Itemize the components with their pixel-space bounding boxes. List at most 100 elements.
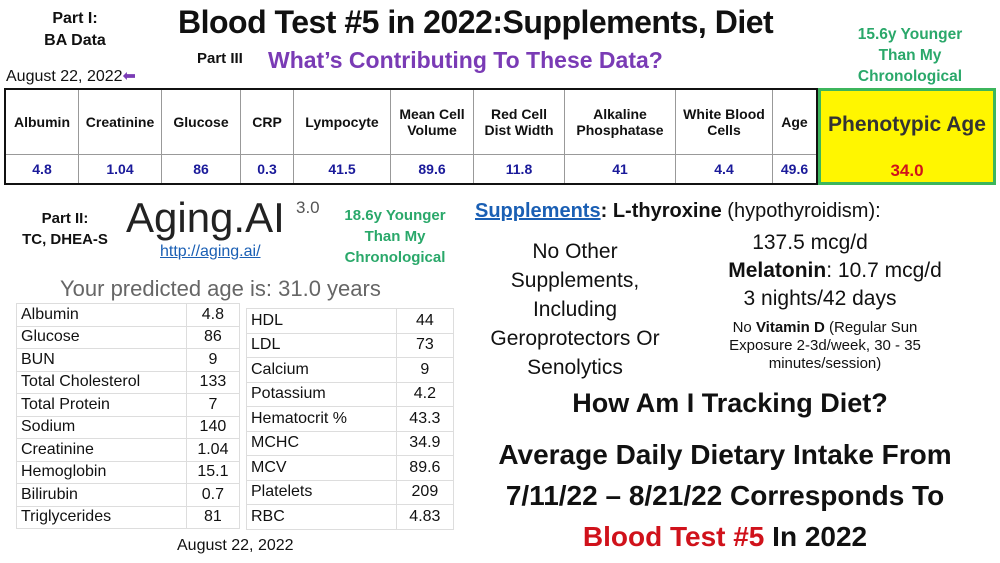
diet-tail: In 2022 bbox=[764, 521, 868, 552]
marker-row: BUN 9 bbox=[16, 348, 241, 372]
ba-value: 89.6 bbox=[390, 153, 474, 185]
marker-value: 1.04 bbox=[185, 438, 241, 462]
younger-top: 15.6y Younger Than My Chronological bbox=[840, 24, 980, 87]
younger-top-2: Than My bbox=[878, 47, 942, 64]
ba-value: 4.4 bbox=[675, 153, 773, 185]
ba-table: Albumin Creatinine Glucose CRP Lympocyte… bbox=[4, 88, 818, 185]
marker-name: Hematocrit % bbox=[246, 406, 397, 432]
ba-header: Lympocyte bbox=[293, 88, 391, 155]
vitd-pre: No bbox=[732, 319, 756, 336]
aging-right-table: HDL 44 LDL 73 Calcium 9 Potassium 4.2 Hematocrit… bbox=[246, 308, 455, 530]
aging-ai-version: 3.0 bbox=[296, 198, 320, 217]
supplements-colon: : bbox=[600, 200, 608, 222]
no-other-2: Supplements, bbox=[510, 269, 640, 292]
marker-value: 0.7 bbox=[185, 483, 241, 507]
marker-name: Total Cholesterol bbox=[16, 370, 187, 394]
part1-line2: BA Data bbox=[44, 32, 106, 49]
younger-ai-3: Chronological bbox=[344, 249, 446, 266]
ba-value: 4.8 bbox=[4, 153, 79, 185]
marker-name: Platelets bbox=[246, 479, 397, 505]
marker-value: 89.6 bbox=[395, 455, 455, 481]
marker-name: Triglycerides bbox=[16, 505, 187, 529]
aging-left-table: Albumin 4.8 Glucose 86 BUN 9 Total Cholesterol… bbox=[16, 303, 241, 529]
marker-row: Triglycerides 81 bbox=[16, 505, 241, 529]
thyroxine-note: (hypothyroidism): bbox=[727, 200, 881, 222]
marker-row: MCHC 34.9 bbox=[246, 430, 455, 456]
diet-line3: Blood Test #5 In 2022 bbox=[450, 516, 1000, 557]
marker-value: 7 bbox=[185, 393, 241, 417]
marker-row: Albumin 4.8 bbox=[16, 303, 241, 327]
marker-value: 81 bbox=[185, 505, 241, 529]
marker-name: HDL bbox=[246, 308, 397, 334]
aging-date: August 22, 2022 bbox=[177, 537, 294, 554]
marker-row: Total Protein 7 bbox=[16, 393, 241, 417]
marker-value: 209 bbox=[395, 479, 455, 505]
vitamin-d-line: No Vitamin D (Regular Sun Exposure 2-3d/… bbox=[705, 319, 945, 373]
ba-header: Mean Cell Volume bbox=[390, 88, 474, 155]
marker-name: Creatinine bbox=[16, 438, 187, 462]
diet-line1: Average Daily Dietary Intake From bbox=[498, 439, 952, 470]
marker-row: RBC 4.83 bbox=[246, 504, 455, 530]
marker-row: Calcium 9 bbox=[246, 357, 455, 383]
marker-name: MCV bbox=[246, 455, 397, 481]
younger-ai: 18.6y Younger Than My Chronological bbox=[330, 205, 460, 268]
younger-ai-2: Than My bbox=[364, 228, 426, 245]
marker-value: 34.9 bbox=[395, 430, 455, 456]
marker-value: 73 bbox=[395, 332, 455, 358]
marker-row: Total Cholesterol 133 bbox=[16, 370, 241, 394]
vitd-note: (Regular Sun Exposure 2-3d/week, 30 - 35… bbox=[729, 319, 921, 372]
marker-row: LDL 73 bbox=[246, 332, 455, 358]
phenotypic-age-value: 34.0 bbox=[890, 161, 924, 180]
date-top: August 22, 2022⬅ bbox=[6, 66, 136, 86]
marker-name: Sodium bbox=[16, 415, 187, 439]
ba-header: CRP bbox=[240, 88, 294, 155]
no-other-5: Senolytics bbox=[527, 356, 623, 379]
marker-name: Bilirubin bbox=[16, 483, 187, 507]
ba-header: Age bbox=[772, 88, 818, 155]
ba-value: 49.6 bbox=[772, 153, 818, 185]
ba-header-row: Albumin Creatinine Glucose CRP Lympocyte… bbox=[4, 88, 818, 155]
marker-value: 15.1 bbox=[185, 460, 241, 484]
ba-value: 41.5 bbox=[293, 153, 391, 185]
marker-name: RBC bbox=[246, 504, 397, 530]
thyroxine: L-thyroxine bbox=[612, 200, 722, 222]
no-other-supplements: No Other Supplements, Including Geroprotect… bbox=[470, 237, 680, 382]
marker-name: Total Protein bbox=[16, 393, 187, 417]
melatonin-line: Melatonin: 10.7 mcg/d bbox=[690, 259, 980, 283]
part3-label: Part III bbox=[197, 50, 243, 67]
phenotypic-age-box: Phenotypic Age 34.0 bbox=[818, 88, 996, 185]
marker-value: 9 bbox=[185, 348, 241, 372]
ba-header: White Blood Cells bbox=[675, 88, 773, 155]
no-other-1: No Other bbox=[532, 240, 618, 263]
marker-row: Bilirubin 0.7 bbox=[16, 483, 241, 507]
predicted-age: Your predicted age is: 31.0 years bbox=[60, 276, 381, 301]
marker-value: 4.8 bbox=[185, 303, 241, 327]
melatonin-freq: 3 nights/42 days bbox=[743, 287, 897, 310]
ba-value: 1.04 bbox=[78, 153, 162, 185]
marker-value: 86 bbox=[185, 325, 241, 349]
marker-value: 4.83 bbox=[395, 504, 455, 530]
ba-value: 41 bbox=[564, 153, 676, 185]
part1-line1: Part I: bbox=[52, 10, 98, 27]
marker-value: 43.3 bbox=[395, 406, 455, 432]
marker-value: 9 bbox=[395, 357, 455, 383]
part3-question: What’s Contributing To These Data? bbox=[268, 47, 663, 73]
marker-row: Hematocrit % 43.3 bbox=[246, 406, 455, 432]
ba-value: 0.3 bbox=[240, 153, 294, 185]
marker-name: Hemoglobin bbox=[16, 460, 187, 484]
no-other-4: Geroprotectors Or bbox=[490, 327, 660, 350]
supplements-line: Supplements: L-thyroxine (hypothyroidism… bbox=[475, 200, 881, 223]
younger-top-1: 15.6y Younger bbox=[857, 26, 963, 43]
marker-name: Potassium bbox=[246, 381, 397, 407]
marker-name: Glucose bbox=[16, 325, 187, 349]
ba-value-row: 4.8 1.04 86 0.3 41.5 89.6 11.8 41 4.4 49… bbox=[4, 153, 818, 185]
ba-header: Red Cell Dist Width bbox=[473, 88, 565, 155]
aging-ai-logo: Aging.AI bbox=[126, 194, 285, 241]
marker-name: Albumin bbox=[16, 303, 187, 327]
arrow-left-icon: ⬅ bbox=[122, 68, 136, 85]
diet-text: Average Daily Dietary Intake From 7/11/2… bbox=[450, 434, 1000, 557]
marker-name: BUN bbox=[16, 348, 187, 372]
marker-row: Sodium 140 bbox=[16, 415, 241, 439]
marker-value: 140 bbox=[185, 415, 241, 439]
aging-ai-link[interactable]: http://aging.ai/ bbox=[160, 243, 261, 260]
